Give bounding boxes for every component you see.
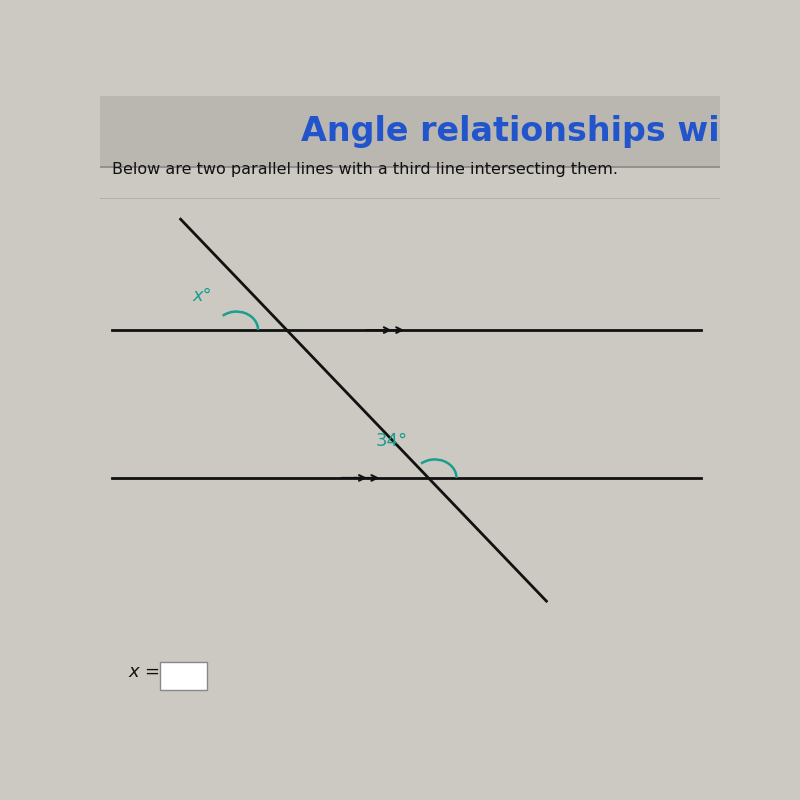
Text: 34°: 34° <box>375 432 407 450</box>
Text: Angle relationships wi: Angle relationships wi <box>302 115 720 148</box>
FancyBboxPatch shape <box>100 96 720 167</box>
Text: x°: x° <box>193 287 212 305</box>
Text: $x$ =: $x$ = <box>128 663 160 681</box>
Text: Below are two parallel lines with a third line intersecting them.: Below are two parallel lines with a thir… <box>112 162 618 178</box>
FancyBboxPatch shape <box>160 662 207 690</box>
